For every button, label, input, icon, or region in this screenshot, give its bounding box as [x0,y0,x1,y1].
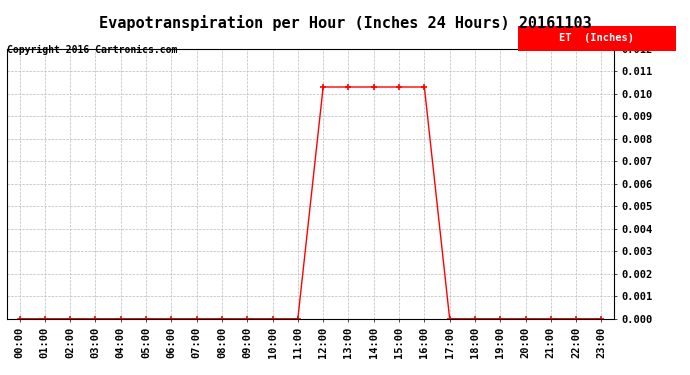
Text: Copyright 2016 Cartronics.com: Copyright 2016 Cartronics.com [7,45,177,55]
Text: ET  (Inches): ET (Inches) [560,33,634,44]
Text: Evapotranspiration per Hour (Inches 24 Hours) 20161103: Evapotranspiration per Hour (Inches 24 H… [99,15,591,31]
